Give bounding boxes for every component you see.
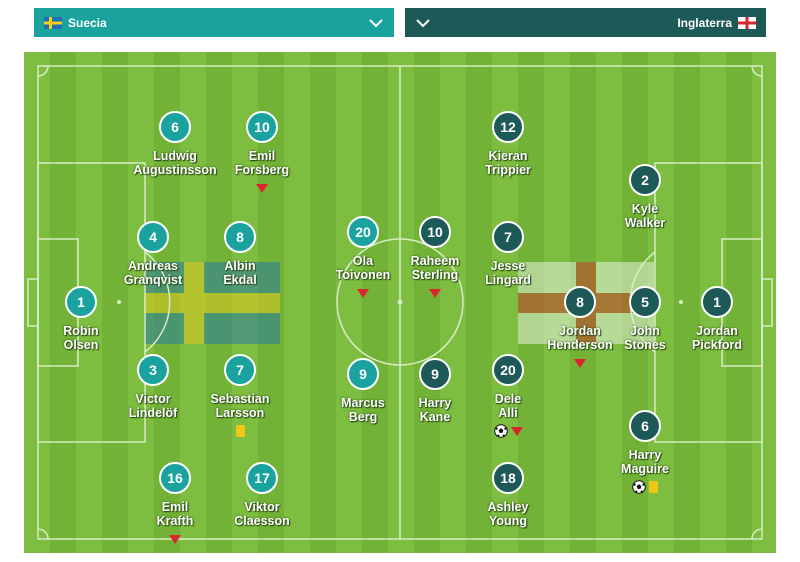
home-player[interactable]: 8 Albin Ekdal <box>185 221 295 287</box>
away-player[interactable]: 20 Dele Alli <box>453 354 563 438</box>
player-number-badge[interactable]: 10 <box>419 216 451 248</box>
player-events <box>380 286 490 300</box>
substitution-arrow-icon <box>510 426 523 436</box>
player-name: Sebastian Larsson <box>210 392 270 420</box>
away-player[interactable]: 9 Harry Kane <box>380 358 490 424</box>
home-player[interactable]: 6 Ludwig Augustinsson <box>120 111 230 177</box>
player-name: Dele Alli <box>494 392 522 420</box>
player-name: Robin Olsen <box>63 324 99 352</box>
sweden-flag-icon <box>44 16 62 29</box>
player-events <box>590 480 700 494</box>
home-player[interactable]: 10 Emil Forsberg <box>207 111 317 195</box>
home-player[interactable]: 20 Ola Toivonen <box>308 216 418 300</box>
player-number-badge[interactable]: 1 <box>701 286 733 318</box>
away-player[interactable]: 10 Raheem Sterling <box>380 216 490 300</box>
player-name: Emil Krafth <box>156 500 194 528</box>
away-player[interactable]: 18 Ashley Young <box>453 462 563 528</box>
home-player[interactable]: 3 Victor Lindelöf <box>98 354 208 420</box>
chevron-down-icon <box>369 18 383 27</box>
player-name: Jordan Henderson <box>547 324 613 352</box>
yellow-card-icon <box>235 425 245 437</box>
sweden-flag-watermark <box>144 262 280 344</box>
player-name: Ola Toivonen <box>335 254 391 282</box>
player-name: Jordan Pickford <box>691 324 742 352</box>
player-number-badge[interactable]: 4 <box>137 221 169 253</box>
player-name: Jesse Lingard <box>485 259 531 287</box>
player-number-badge[interactable]: 20 <box>492 354 524 386</box>
chevron-down-icon <box>416 18 430 27</box>
player-name: Albin Ekdal <box>223 259 257 287</box>
away-player[interactable]: 1 Jordan Pickford <box>662 286 772 352</box>
player-number-badge[interactable]: 6 <box>629 410 661 442</box>
player-number-badge[interactable]: 16 <box>159 462 191 494</box>
player-number-badge[interactable]: 12 <box>492 111 524 143</box>
player-events <box>207 181 317 195</box>
home-player[interactable]: 16 Emil Krafth <box>120 462 230 546</box>
player-number-badge[interactable]: 3 <box>137 354 169 386</box>
player-name: Victor Lindelöf <box>128 392 178 420</box>
substitution-arrow-icon <box>574 358 586 368</box>
player-name: Kyle Walker <box>624 202 666 230</box>
player-number-badge[interactable]: 7 <box>492 221 524 253</box>
home-player[interactable]: 9 Marcus Berg <box>308 358 418 424</box>
home-player[interactable]: 7 Sebastian Larsson <box>185 354 295 438</box>
goal-ball-icon <box>632 480 646 494</box>
player-number-badge[interactable]: 6 <box>159 111 191 143</box>
player-events <box>120 532 230 546</box>
away-player[interactable]: 7 Jesse Lingard <box>453 221 563 287</box>
player-number-badge[interactable]: 9 <box>419 358 451 390</box>
away-team-selector[interactable]: Inglaterra <box>405 8 766 37</box>
away-player[interactable]: 5 John Stones <box>590 286 700 352</box>
player-number-badge[interactable]: 18 <box>492 462 524 494</box>
home-team-name: Suecia <box>68 15 107 30</box>
player-name: Kieran Trippier <box>485 149 531 177</box>
player-name: Raheem Sterling <box>410 254 460 282</box>
player-events <box>185 424 295 438</box>
player-name: John Stones <box>624 324 666 352</box>
home-player[interactable]: 4 Andreas Granqvist <box>98 221 208 287</box>
home-player[interactable]: 17 Viktor Claesson <box>207 462 317 528</box>
player-name: Ashley Young <box>487 500 529 528</box>
player-name: Harry Kane <box>418 396 452 424</box>
home-team-selector[interactable]: Suecia <box>34 8 394 37</box>
away-player[interactable]: 12 Kieran Trippier <box>453 111 563 177</box>
player-name: Harry Maguire <box>621 448 669 476</box>
player-number-badge[interactable]: 7 <box>224 354 256 386</box>
player-name: Emil Forsberg <box>234 149 290 177</box>
pitch-markings <box>27 65 773 540</box>
player-events <box>308 286 418 300</box>
england-flag-icon <box>738 16 756 29</box>
substitution-arrow-icon <box>256 183 268 193</box>
home-player[interactable]: 1 Robin Olsen <box>26 286 136 352</box>
player-name: Ludwig Augustinsson <box>133 149 217 177</box>
player-number-badge[interactable]: 10 <box>246 111 278 143</box>
away-team-name: Inglaterra <box>677 15 732 30</box>
player-name: Viktor Claesson <box>234 500 290 528</box>
away-player[interactable]: 6 Harry Maguire <box>590 410 700 494</box>
player-number-badge[interactable]: 20 <box>347 216 379 248</box>
player-events <box>453 424 563 438</box>
player-number-badge[interactable]: 2 <box>629 164 661 196</box>
player-number-badge[interactable]: 8 <box>564 286 596 318</box>
player-name: Andreas Granqvist <box>123 259 183 287</box>
player-number-badge[interactable]: 1 <box>65 286 97 318</box>
player-number-badge[interactable]: 17 <box>246 462 278 494</box>
player-name: Marcus Berg <box>341 396 385 424</box>
substitution-arrow-icon <box>429 288 441 298</box>
player-number-badge[interactable]: 5 <box>629 286 661 318</box>
football-pitch: 1 Robin Olsen 6 Ludwig Augustinsson 4 Andreas… <box>24 52 776 553</box>
away-player[interactable]: 2 Kyle Walker <box>590 164 700 230</box>
substitution-arrow-icon <box>169 534 181 544</box>
player-events <box>525 356 635 370</box>
yellow-card-icon <box>649 481 658 493</box>
goal-ball-icon <box>493 424 508 438</box>
substitution-arrow-icon <box>357 288 369 298</box>
away-player[interactable]: 8 Jordan Henderson <box>525 286 635 370</box>
player-number-badge[interactable]: 9 <box>347 358 379 390</box>
player-number-badge[interactable]: 8 <box>224 221 256 253</box>
